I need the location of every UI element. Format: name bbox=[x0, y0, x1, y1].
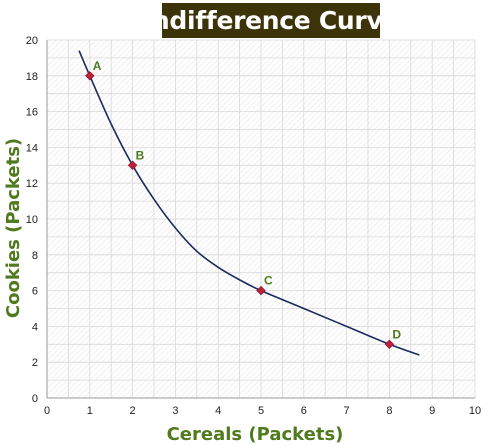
y-tick-label: 4 bbox=[32, 321, 38, 333]
x-tick-label: 5 bbox=[258, 405, 264, 417]
indifference-curve-line bbox=[78, 50, 420, 356]
y-tick-label: 20 bbox=[26, 35, 38, 47]
y-tick-label: 14 bbox=[26, 142, 38, 154]
x-tick-label: 2 bbox=[130, 405, 136, 417]
y-tick-label: 12 bbox=[26, 178, 38, 190]
data-points: A B C D bbox=[85, 59, 401, 349]
point-marker-a bbox=[85, 71, 95, 81]
chart-title-banner: Indifference Curve bbox=[143, 3, 399, 38]
x-tick-label: 10 bbox=[469, 405, 481, 417]
point-marker-b bbox=[127, 160, 138, 170]
y-tick-label: 2 bbox=[32, 357, 38, 369]
x-tick-label: 9 bbox=[429, 405, 435, 417]
x-tick-label: 8 bbox=[386, 405, 392, 417]
y-tick-label: 8 bbox=[32, 250, 38, 262]
point-marker-d bbox=[384, 339, 395, 349]
x-tick-label: 4 bbox=[215, 405, 221, 417]
x-tick-label: 7 bbox=[344, 405, 350, 417]
y-tick-label: 16 bbox=[26, 107, 38, 119]
x-axis-label: Cereals (Packets) bbox=[167, 424, 344, 444]
point-label-c: C bbox=[264, 274, 273, 288]
y-axis-label: Cookies (Packets) bbox=[3, 138, 24, 318]
y-tick-label: 18 bbox=[26, 71, 38, 83]
y-tick-label: 0 bbox=[32, 393, 38, 405]
point-label-a: A bbox=[93, 59, 102, 73]
x-tick-label: 6 bbox=[301, 405, 307, 417]
axes bbox=[46, 40, 475, 399]
x-tick-label: 0 bbox=[44, 405, 50, 417]
y-tick-label: 6 bbox=[32, 286, 38, 298]
chart-title: Indifference Curve bbox=[142, 6, 400, 35]
x-tick-label: 3 bbox=[172, 405, 178, 417]
x-tick-label: 1 bbox=[87, 405, 93, 417]
point-label-b: B bbox=[136, 148, 145, 162]
y-tick-label: 10 bbox=[26, 214, 38, 226]
point-marker-c bbox=[256, 285, 266, 296]
point-label-d: D bbox=[392, 327, 401, 341]
grid-lines bbox=[46, 39, 476, 399]
